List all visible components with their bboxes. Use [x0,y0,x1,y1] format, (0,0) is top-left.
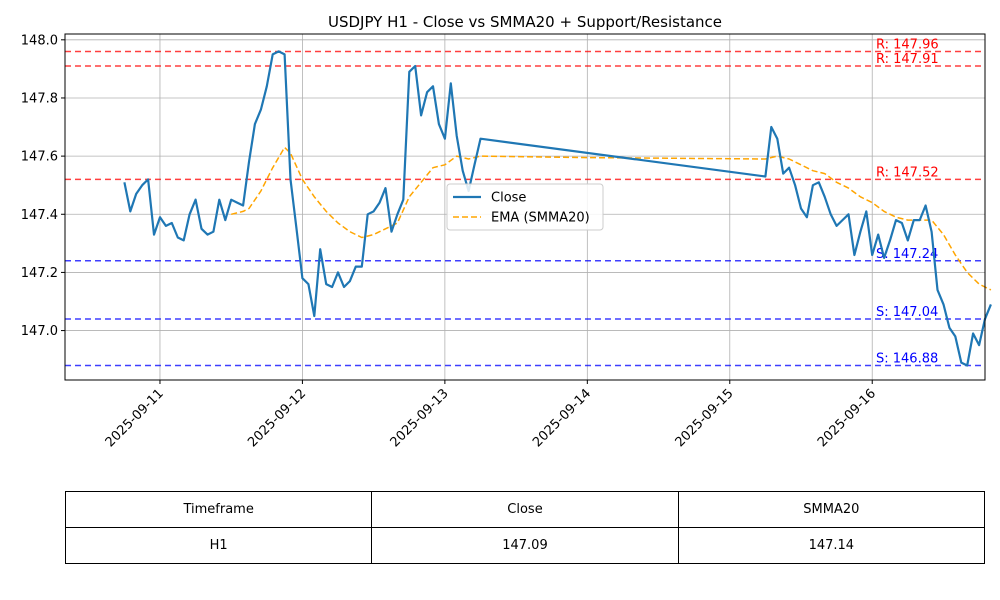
chart-title: USDJPY H1 - Close vs SMMA20 + Support/Re… [328,13,722,31]
table-row: H1 147.09 147.14 [64,527,986,564]
support-resistance-levels: R: 147.96R: 147.91 R: 147.52 S: 147.24 S: 1… [65,37,985,366]
x-tick-label: 2025-09-14 [530,386,594,450]
summary-table: Timeframe Close SMMA20 H1 147.09 147.14 [64,491,986,564]
legend: Close EMA (SMMA20) [446,183,604,231]
y-tick-label: 147.0 [21,324,58,339]
plot-frame [64,33,986,381]
cell-smma20: 147.14 [677,527,986,564]
cell-timeframe: H1 [64,527,373,564]
legend-box [446,183,604,231]
x-tick-label: 2025-09-12 [245,386,309,450]
y-tick-label: 147.6 [21,150,58,165]
x-tick-label: 2025-09-11 [103,386,167,450]
resistance-label: R: 147.91 [876,52,939,67]
y-tick-label: 147.8 [21,91,58,106]
table-header-row: Timeframe Close SMMA20 [64,491,986,528]
header-cell-close: Close [371,491,679,528]
y-tick-label: 147.4 [21,208,58,223]
axes: 147.0 147.2 147.4 147.6 147.8 148.0 2025-09-11… [21,33,986,450]
support-label: S: 147.04 [876,305,938,320]
x-tick-label: 2025-09-15 [673,386,737,450]
chart: USDJPY H1 - Close vs SMMA20 + Support/Re… [21,13,992,450]
support-label: S: 147.24 [876,247,938,262]
header-cell-smma20: SMMA20 [677,491,986,528]
resistance-label: R: 147.96 [876,37,939,52]
support-label: S: 146.88 [876,351,938,366]
resistance-label: R: 147.52 [876,165,939,180]
y-tick-label: 147.2 [21,266,58,281]
ema-series-line [231,146,992,291]
series [123,50,992,367]
y-tick-label: 148.0 [21,33,58,48]
cell-close: 147.09 [371,527,679,564]
legend-ema-label: EMA (SMMA20) [491,211,590,226]
legend-close-label: Close [491,191,526,206]
x-tick-label: 2025-09-13 [388,386,452,450]
header-cell-timeframe: Timeframe [64,491,373,528]
close-series-line [123,50,992,367]
x-tick-label: 2025-09-16 [815,386,879,450]
